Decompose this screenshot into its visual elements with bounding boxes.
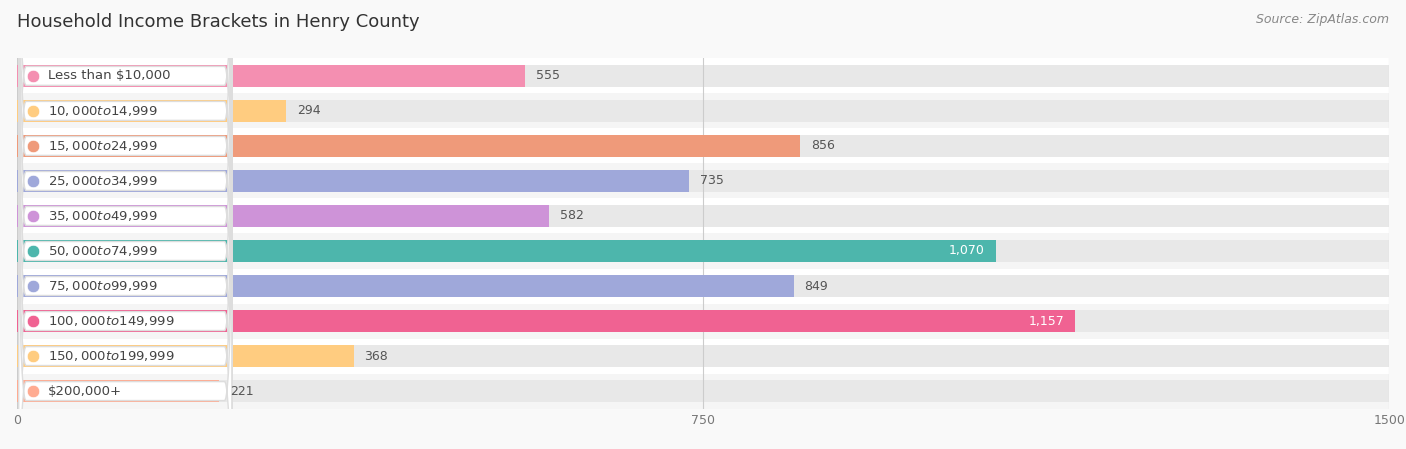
FancyBboxPatch shape bbox=[18, 0, 232, 449]
Bar bbox=[17, 275, 1389, 297]
Text: 582: 582 bbox=[560, 210, 583, 222]
Text: 555: 555 bbox=[536, 70, 560, 82]
FancyBboxPatch shape bbox=[18, 85, 232, 449]
Bar bbox=[17, 58, 1389, 93]
Bar bbox=[17, 339, 1389, 374]
Text: 1,157: 1,157 bbox=[1029, 315, 1064, 327]
Bar bbox=[17, 240, 1389, 262]
Bar bbox=[17, 345, 353, 367]
FancyBboxPatch shape bbox=[18, 0, 232, 347]
Bar bbox=[17, 100, 285, 122]
Bar bbox=[17, 205, 550, 227]
FancyBboxPatch shape bbox=[18, 0, 232, 417]
Bar bbox=[17, 310, 1389, 332]
Bar bbox=[17, 198, 1389, 233]
Text: $35,000 to $49,999: $35,000 to $49,999 bbox=[48, 209, 157, 223]
Text: 1,070: 1,070 bbox=[949, 245, 984, 257]
Text: $150,000 to $199,999: $150,000 to $199,999 bbox=[48, 349, 174, 363]
Bar bbox=[17, 93, 1389, 128]
Bar bbox=[17, 374, 1389, 409]
Bar bbox=[17, 135, 800, 157]
Text: $15,000 to $24,999: $15,000 to $24,999 bbox=[48, 139, 157, 153]
Bar bbox=[17, 345, 1389, 367]
Bar bbox=[17, 65, 524, 87]
Bar bbox=[17, 170, 1389, 192]
Bar bbox=[17, 163, 1389, 198]
Text: Household Income Brackets in Henry County: Household Income Brackets in Henry Count… bbox=[17, 13, 419, 31]
Text: 856: 856 bbox=[811, 140, 835, 152]
Text: 368: 368 bbox=[364, 350, 388, 362]
Bar bbox=[17, 170, 689, 192]
FancyBboxPatch shape bbox=[18, 0, 232, 449]
Text: $100,000 to $149,999: $100,000 to $149,999 bbox=[48, 314, 174, 328]
Bar bbox=[17, 275, 793, 297]
Bar bbox=[17, 135, 1389, 157]
Bar bbox=[17, 128, 1389, 163]
Text: Less than $10,000: Less than $10,000 bbox=[48, 70, 170, 82]
Text: $200,000+: $200,000+ bbox=[48, 385, 122, 397]
Bar bbox=[17, 380, 219, 402]
Bar bbox=[17, 233, 1389, 269]
Bar bbox=[17, 65, 1389, 87]
FancyBboxPatch shape bbox=[18, 50, 232, 449]
FancyBboxPatch shape bbox=[18, 0, 232, 449]
Text: Source: ZipAtlas.com: Source: ZipAtlas.com bbox=[1256, 13, 1389, 26]
Text: $25,000 to $34,999: $25,000 to $34,999 bbox=[48, 174, 157, 188]
Bar bbox=[17, 205, 1389, 227]
Text: $10,000 to $14,999: $10,000 to $14,999 bbox=[48, 104, 157, 118]
FancyBboxPatch shape bbox=[18, 15, 232, 449]
Text: $50,000 to $74,999: $50,000 to $74,999 bbox=[48, 244, 157, 258]
Bar bbox=[17, 240, 995, 262]
Text: 221: 221 bbox=[231, 385, 253, 397]
Bar bbox=[17, 100, 1389, 122]
FancyBboxPatch shape bbox=[18, 120, 232, 449]
Text: 849: 849 bbox=[804, 280, 828, 292]
Bar bbox=[17, 310, 1076, 332]
Text: 294: 294 bbox=[297, 105, 321, 117]
FancyBboxPatch shape bbox=[18, 0, 232, 382]
Text: $75,000 to $99,999: $75,000 to $99,999 bbox=[48, 279, 157, 293]
Bar bbox=[17, 380, 1389, 402]
Bar bbox=[17, 269, 1389, 304]
Text: 735: 735 bbox=[700, 175, 724, 187]
Bar bbox=[17, 304, 1389, 339]
